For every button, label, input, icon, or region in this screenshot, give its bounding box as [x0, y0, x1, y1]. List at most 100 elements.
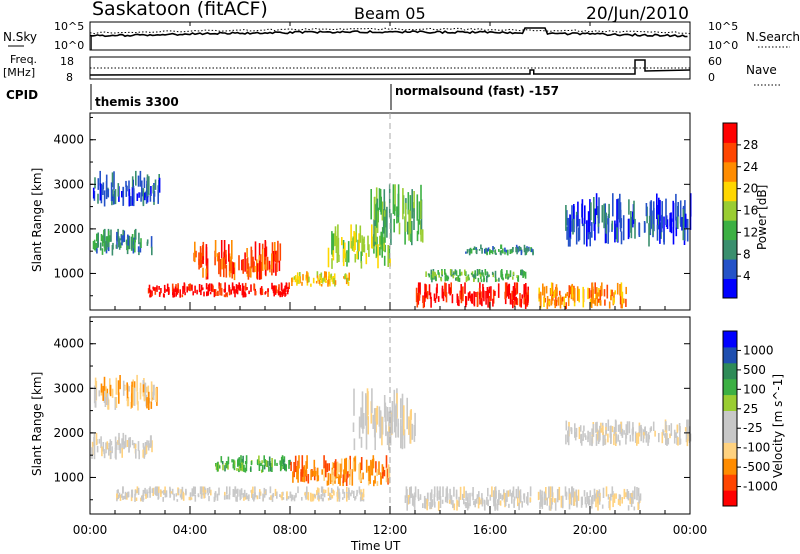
data-cell [587, 430, 589, 440]
power-colorbar-tick-label: 12 [743, 225, 758, 239]
data-cell [110, 229, 112, 242]
data-cell [254, 290, 257, 296]
data-cell [473, 274, 476, 280]
data-cell [314, 470, 317, 477]
data-cell [386, 431, 389, 446]
data-cell [306, 455, 308, 469]
data-cell [401, 426, 404, 440]
data-cell [175, 289, 177, 297]
data-cell [143, 489, 146, 493]
data-cell [558, 486, 561, 501]
data-cell [205, 283, 208, 290]
data-cell [583, 490, 586, 497]
data-cell [115, 244, 118, 249]
data-cell [617, 198, 620, 220]
data-cell [486, 496, 488, 505]
data-cell [216, 462, 219, 472]
data-cell [394, 184, 396, 212]
data-cell [306, 495, 309, 500]
data-cell [656, 217, 659, 230]
data-cell [444, 275, 447, 282]
data-cell [597, 292, 599, 297]
data-cell [148, 443, 151, 448]
velocity-colorbar-tick-label: 500 [743, 363, 766, 377]
data-cell [637, 502, 639, 510]
velocity-colorbar-tick-label: -25 [743, 421, 763, 435]
data-cell [344, 274, 346, 280]
data-cell [686, 219, 689, 242]
data-cell [520, 299, 523, 304]
data-cell [100, 436, 102, 449]
data-cell [197, 493, 200, 497]
data-cell [475, 247, 477, 250]
data-cell [498, 277, 500, 282]
data-cell [206, 291, 208, 297]
data-cell [567, 426, 570, 435]
data-cell [493, 247, 496, 250]
data-cell [186, 287, 189, 290]
data-cell [402, 188, 404, 220]
data-cell [268, 497, 271, 500]
data-cell [354, 232, 356, 251]
velocity-colorbar-swatch [723, 442, 737, 459]
data-cell [496, 499, 499, 504]
data-cell [475, 292, 477, 297]
data-cell [240, 488, 243, 495]
cpid-segment-1: themis 3300 [95, 95, 179, 109]
data-cell [375, 408, 377, 433]
data-cell [210, 283, 213, 292]
data-cell [485, 291, 487, 300]
data-cell [228, 493, 231, 500]
data-cell [118, 238, 121, 250]
data-cell [101, 248, 104, 255]
data-cell [555, 299, 558, 307]
data-cell [244, 495, 247, 500]
data-cell [612, 495, 614, 508]
data-cell [512, 286, 515, 299]
data-cell [486, 272, 489, 278]
data-cell [497, 283, 500, 298]
data-cell [434, 297, 437, 303]
data-cell [295, 492, 297, 498]
data-cell [144, 192, 146, 201]
data-cell [235, 497, 237, 502]
data-cell [578, 218, 581, 241]
data-cell [253, 283, 255, 291]
data-cell [464, 501, 467, 507]
data-cell [199, 486, 202, 494]
data-cell [627, 491, 630, 498]
data-cell [191, 488, 194, 497]
data-cell [203, 486, 206, 495]
data-cell [109, 384, 112, 397]
data-cell [142, 498, 144, 502]
velocity-colorbar-label: Velocity [m s^-1] [771, 374, 785, 478]
data-cell [225, 461, 228, 469]
data-cell [261, 249, 264, 271]
data-cell [396, 206, 398, 224]
data-cell [223, 240, 226, 259]
data-cell [444, 269, 446, 275]
data-cell [675, 193, 677, 221]
data-cell [452, 272, 455, 275]
data-cell [324, 277, 327, 283]
data-cell [98, 438, 101, 444]
data-cell [507, 273, 510, 279]
data-cell [420, 184, 422, 211]
data-cell [146, 185, 149, 197]
data-cell [543, 491, 546, 505]
data-cell [408, 497, 411, 504]
data-cell [565, 293, 567, 298]
data-cell [607, 218, 609, 244]
data-cell [484, 269, 487, 276]
data-cell [587, 287, 589, 300]
data-cell [664, 433, 666, 438]
data-cell [173, 493, 175, 501]
data-cell [393, 204, 396, 216]
data-cell [334, 461, 336, 477]
data-cell [610, 425, 612, 439]
data-cell [158, 286, 160, 290]
data-cell [491, 250, 494, 255]
data-cell [200, 284, 203, 291]
data-cell [362, 498, 365, 502]
data-cell [320, 493, 323, 500]
